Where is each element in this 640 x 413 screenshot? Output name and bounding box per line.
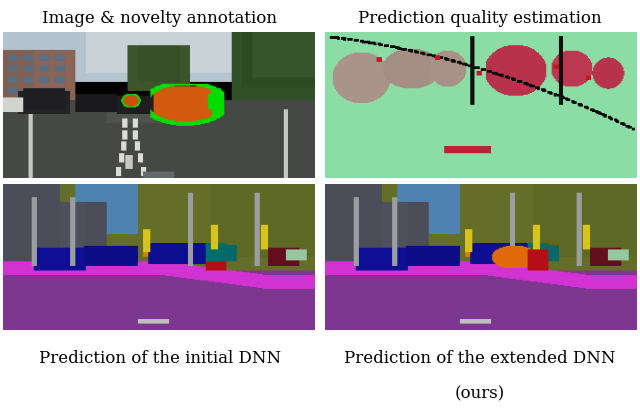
Text: Prediction quality estimation: Prediction quality estimation xyxy=(358,10,602,27)
Text: Prediction of the initial DNN: Prediction of the initial DNN xyxy=(39,349,281,366)
Text: Prediction of the extended DNN: Prediction of the extended DNN xyxy=(344,349,616,366)
Text: Image & novelty annotation: Image & novelty annotation xyxy=(42,10,278,27)
Text: (ours): (ours) xyxy=(455,384,505,401)
